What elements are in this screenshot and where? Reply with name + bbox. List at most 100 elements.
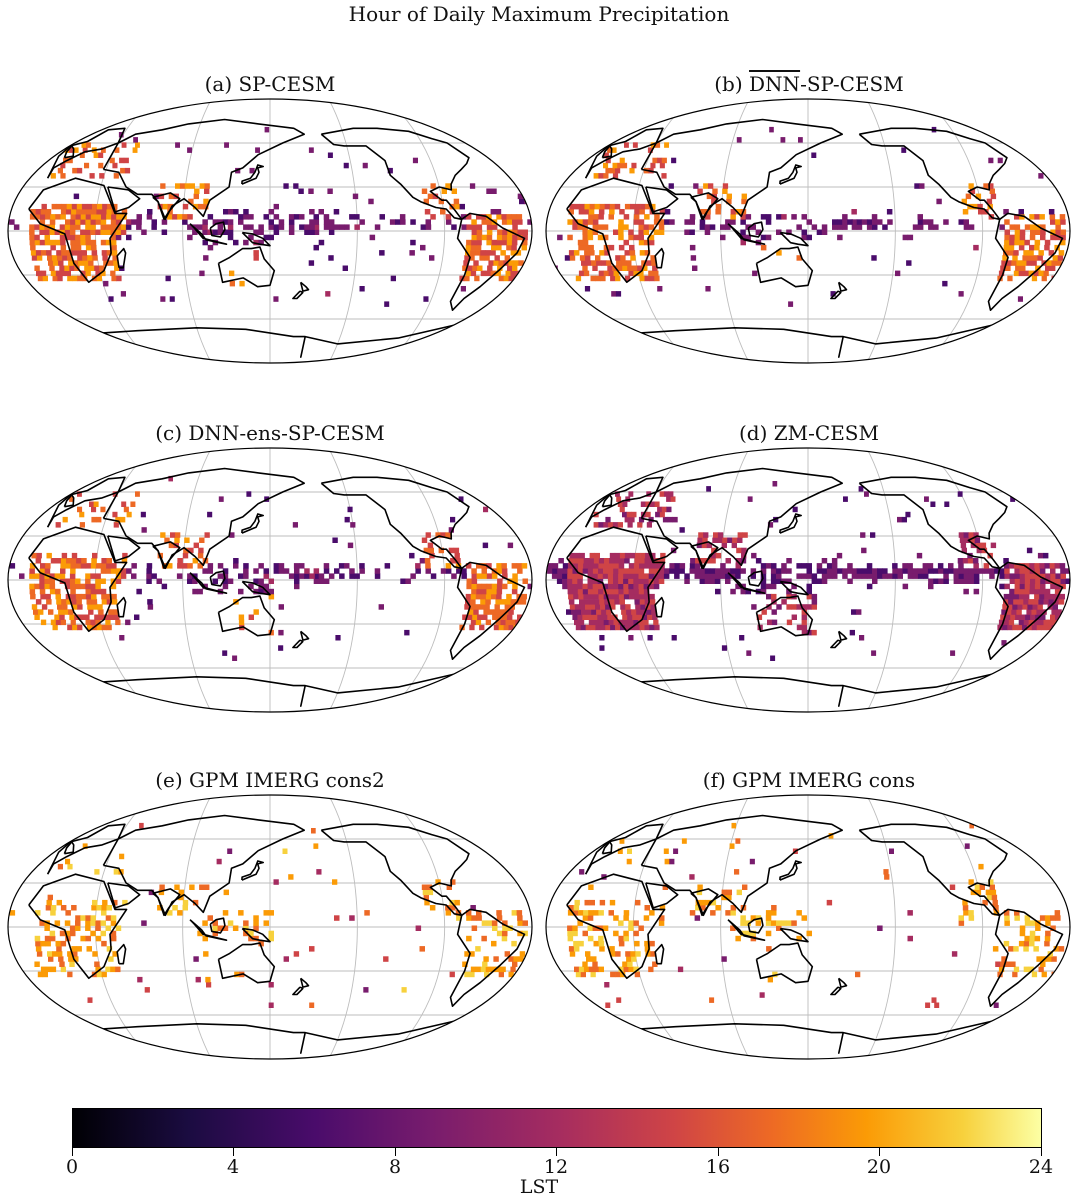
precip-cell bbox=[917, 214, 923, 220]
precip-cell bbox=[491, 593, 497, 600]
precip-cell bbox=[578, 940, 584, 947]
precip-cell bbox=[97, 203, 103, 210]
precip-cell bbox=[806, 583, 812, 590]
precip-cell bbox=[938, 568, 944, 574]
precip-cell bbox=[505, 599, 511, 605]
precip-cell bbox=[55, 522, 61, 528]
precip-cell bbox=[94, 869, 100, 875]
precip-cell bbox=[35, 940, 41, 947]
precip-cell bbox=[100, 506, 106, 513]
precip-cell bbox=[168, 193, 175, 200]
precip-cell bbox=[1040, 234, 1046, 241]
precip-cell bbox=[598, 935, 604, 942]
precip-cell bbox=[481, 568, 487, 574]
precip-cell bbox=[629, 593, 635, 600]
coastline-japan bbox=[241, 513, 264, 534]
precip-cell bbox=[968, 578, 975, 584]
colorbar-tick bbox=[718, 1148, 719, 1156]
precip-cell bbox=[791, 614, 797, 620]
precip-cell bbox=[709, 997, 715, 1003]
precip-cell bbox=[49, 229, 55, 235]
precip-cell bbox=[112, 162, 118, 169]
precip-cell bbox=[589, 203, 595, 210]
coastline-india bbox=[690, 888, 719, 917]
precip-cell bbox=[50, 966, 57, 973]
precip-cell bbox=[917, 573, 924, 579]
precip-cell bbox=[652, 614, 658, 620]
precip-cell bbox=[202, 935, 208, 942]
precip-cell bbox=[110, 568, 117, 574]
precip-cell bbox=[997, 157, 1003, 164]
precip-cell bbox=[498, 609, 504, 615]
precip-cell bbox=[299, 224, 305, 230]
precip-cell bbox=[395, 219, 401, 225]
precip-cell bbox=[96, 275, 102, 282]
precip-cell bbox=[584, 599, 590, 605]
precip-cell bbox=[67, 275, 73, 282]
precip-cell bbox=[1056, 609, 1062, 615]
precip-cell bbox=[572, 925, 578, 931]
precip-cell bbox=[948, 563, 954, 569]
precip-cell bbox=[736, 137, 742, 143]
precip-cell bbox=[146, 563, 153, 569]
precip-cell bbox=[479, 255, 485, 261]
precip-cell bbox=[65, 219, 71, 225]
coastline-indonesia bbox=[727, 572, 766, 594]
precip-cell bbox=[1023, 593, 1030, 600]
precip-cell bbox=[582, 265, 588, 271]
precip-cell bbox=[884, 874, 890, 880]
precip-cell bbox=[383, 956, 389, 962]
precip-cell bbox=[468, 609, 474, 615]
precip-cell bbox=[111, 275, 117, 282]
precip-cell bbox=[98, 152, 104, 158]
precip-cell bbox=[725, 219, 731, 225]
precip-cell bbox=[498, 971, 504, 978]
precip-cell bbox=[674, 563, 680, 569]
precip-cell bbox=[110, 239, 117, 246]
precip-cell bbox=[56, 946, 62, 952]
precip-cell bbox=[268, 593, 275, 600]
precip-cell bbox=[613, 229, 619, 235]
coastline-nz2 bbox=[830, 639, 842, 649]
precip-cell bbox=[631, 609, 637, 615]
precip-cell bbox=[168, 475, 173, 482]
precip-cell bbox=[641, 609, 647, 615]
precip-cell bbox=[471, 229, 478, 235]
precip-cell bbox=[1060, 568, 1066, 574]
precip-cell bbox=[963, 219, 969, 225]
precip-cell bbox=[628, 920, 634, 926]
precip-cell bbox=[664, 219, 670, 225]
precip-cell bbox=[645, 951, 651, 957]
precip-cell bbox=[615, 491, 620, 497]
precip-cell bbox=[735, 573, 741, 579]
precip-cell bbox=[121, 142, 127, 148]
precip-cell bbox=[268, 982, 274, 988]
precip-cell bbox=[816, 568, 823, 574]
map-frame bbox=[545, 98, 1071, 364]
precip-cell bbox=[309, 209, 315, 215]
precip-cell bbox=[1035, 920, 1041, 926]
precip-cell bbox=[584, 286, 591, 292]
precip-cell bbox=[72, 167, 78, 174]
precip-cell bbox=[1055, 224, 1061, 230]
precip-cell bbox=[493, 956, 499, 962]
coastline-australia bbox=[755, 246, 814, 288]
precip-cell bbox=[507, 614, 513, 620]
coastline-india bbox=[152, 541, 181, 570]
precip-cell bbox=[659, 915, 665, 921]
precip-cell bbox=[579, 604, 586, 610]
precip-cell bbox=[243, 239, 249, 246]
precip-cell bbox=[663, 573, 670, 579]
precip-cell bbox=[770, 655, 776, 661]
precip-cell bbox=[730, 910, 736, 916]
precip-cell bbox=[73, 956, 79, 962]
precip-cell bbox=[953, 568, 959, 574]
precip-cell bbox=[359, 219, 365, 225]
precip-cell bbox=[628, 270, 634, 277]
coastline-uk bbox=[63, 145, 75, 159]
precip-cell bbox=[1065, 578, 1070, 584]
precip-cell bbox=[811, 152, 817, 158]
precip-cell bbox=[731, 822, 737, 829]
precip-cell bbox=[1055, 614, 1061, 620]
precip-cell bbox=[76, 250, 82, 256]
